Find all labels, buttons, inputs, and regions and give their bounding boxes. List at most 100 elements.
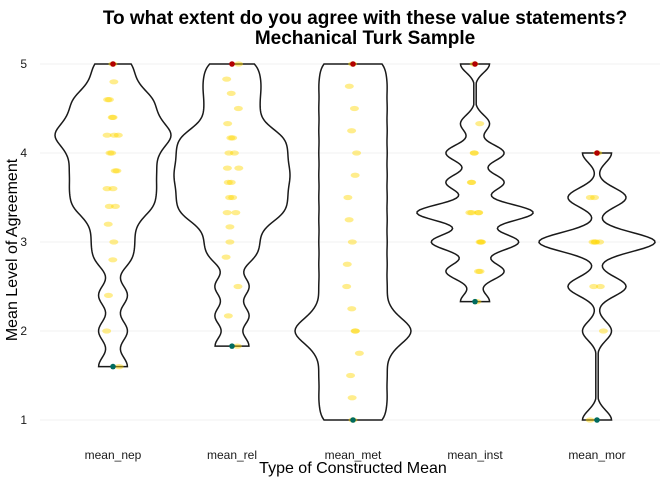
jitter-point bbox=[102, 186, 112, 192]
jitter-point bbox=[228, 194, 238, 201]
jitter-point bbox=[223, 179, 233, 185]
jitter-point bbox=[223, 121, 233, 127]
jitter-point bbox=[226, 179, 236, 185]
jitter-point bbox=[224, 150, 234, 156]
y-tick-label: 3 bbox=[20, 235, 27, 249]
jitter-point bbox=[467, 179, 477, 185]
jitter-point bbox=[108, 114, 118, 120]
jitter-point bbox=[350, 328, 360, 334]
jitter-point bbox=[103, 292, 113, 298]
min-point bbox=[594, 417, 600, 423]
jitter-point bbox=[347, 239, 357, 245]
jitter-point bbox=[475, 268, 485, 274]
jitter-point bbox=[473, 268, 483, 274]
jitter-point bbox=[477, 239, 487, 245]
min-point bbox=[472, 298, 478, 305]
jitter-point bbox=[105, 150, 115, 156]
jitter-point bbox=[103, 97, 113, 103]
jitter-point bbox=[347, 128, 357, 134]
jitter-point bbox=[225, 224, 235, 230]
jitter-point bbox=[343, 194, 353, 201]
x-tick-label: mean_mor bbox=[568, 448, 625, 462]
x-tick-label: mean_nep bbox=[85, 448, 142, 462]
jitter-point bbox=[234, 61, 244, 67]
jitter-point bbox=[350, 172, 360, 178]
jitter-point bbox=[347, 395, 357, 401]
chart-subtitle: Mechanical Turk Sample bbox=[255, 28, 475, 49]
jitter-point bbox=[102, 132, 112, 138]
jitter-point bbox=[232, 343, 242, 349]
max-point bbox=[472, 61, 478, 67]
jitter-point bbox=[466, 179, 476, 185]
violin-mean_inst bbox=[416, 63, 534, 303]
jitter-point bbox=[108, 186, 118, 192]
jitter-point bbox=[103, 221, 113, 227]
jitter-point bbox=[233, 105, 243, 112]
jitter-point bbox=[110, 168, 120, 174]
y-tick-label: 2 bbox=[20, 324, 27, 338]
jitter-point bbox=[351, 328, 361, 334]
jitter-point bbox=[231, 210, 241, 216]
min-point bbox=[229, 343, 235, 349]
jitter-point bbox=[589, 283, 599, 290]
jitter-point bbox=[590, 239, 600, 245]
y-tick-label: 1 bbox=[20, 413, 27, 427]
violin-mean_mor bbox=[538, 152, 656, 421]
jitter-point bbox=[467, 210, 477, 216]
jitter-point bbox=[595, 239, 605, 245]
jitter-point bbox=[222, 76, 232, 82]
plot-area: 1 2 3 4 5 mean_nep mean_rel mean_met mean_inst me… bbox=[20, 57, 660, 462]
violin-mean_rel bbox=[173, 63, 291, 347]
jitter-point bbox=[228, 135, 238, 141]
jitter-point bbox=[109, 239, 119, 245]
jitter-point bbox=[226, 135, 236, 141]
jitter-point bbox=[585, 194, 595, 201]
jitter-point bbox=[598, 328, 608, 334]
jitter-point bbox=[104, 203, 114, 209]
min-point bbox=[350, 417, 356, 423]
jitter-point bbox=[234, 165, 244, 171]
max-point bbox=[110, 61, 116, 67]
violin-mean_met bbox=[294, 63, 412, 421]
jitter-point bbox=[222, 210, 232, 216]
x-axis-title: Type of Constructed Mean bbox=[259, 460, 447, 477]
jitter-point bbox=[352, 150, 362, 156]
jitter-point bbox=[475, 121, 485, 127]
jitter-point bbox=[474, 210, 484, 216]
jitter-point bbox=[225, 194, 235, 201]
jitter-point bbox=[585, 417, 595, 423]
jitter-point bbox=[473, 210, 483, 216]
jitter-point bbox=[102, 328, 112, 334]
jitter-point bbox=[342, 283, 352, 290]
jitter-point bbox=[342, 261, 352, 267]
jitter-point bbox=[595, 283, 605, 290]
max-point bbox=[594, 150, 600, 156]
violin-mean_nep bbox=[54, 63, 172, 368]
jitter-point bbox=[590, 194, 600, 201]
jitter-point bbox=[223, 313, 233, 319]
jitter-point bbox=[233, 283, 243, 290]
jitter-point bbox=[109, 79, 119, 85]
jitter-point bbox=[107, 114, 117, 120]
jitter-point bbox=[226, 90, 236, 96]
jitter-point bbox=[109, 132, 119, 138]
jitter-point bbox=[469, 150, 479, 156]
jitter-point bbox=[588, 239, 598, 245]
jitter-point bbox=[221, 254, 231, 260]
chart-title: To what extent do you agree with these v… bbox=[103, 8, 627, 29]
jitter-point bbox=[476, 239, 486, 245]
x-tick-label: mean_inst bbox=[447, 448, 503, 462]
jitter-point bbox=[104, 97, 114, 103]
jitter-point bbox=[591, 239, 601, 245]
jitter-point bbox=[107, 150, 117, 156]
y-tick-label: 4 bbox=[20, 146, 27, 160]
y-axis-title: Mean Level of Agreement bbox=[4, 158, 21, 341]
jitter-point bbox=[354, 350, 364, 356]
min-point bbox=[110, 363, 116, 370]
jitter-point bbox=[229, 150, 239, 156]
jitter-point bbox=[349, 105, 359, 112]
jitter-point bbox=[347, 306, 357, 312]
max-point bbox=[229, 61, 235, 67]
jitter-point bbox=[110, 203, 120, 209]
